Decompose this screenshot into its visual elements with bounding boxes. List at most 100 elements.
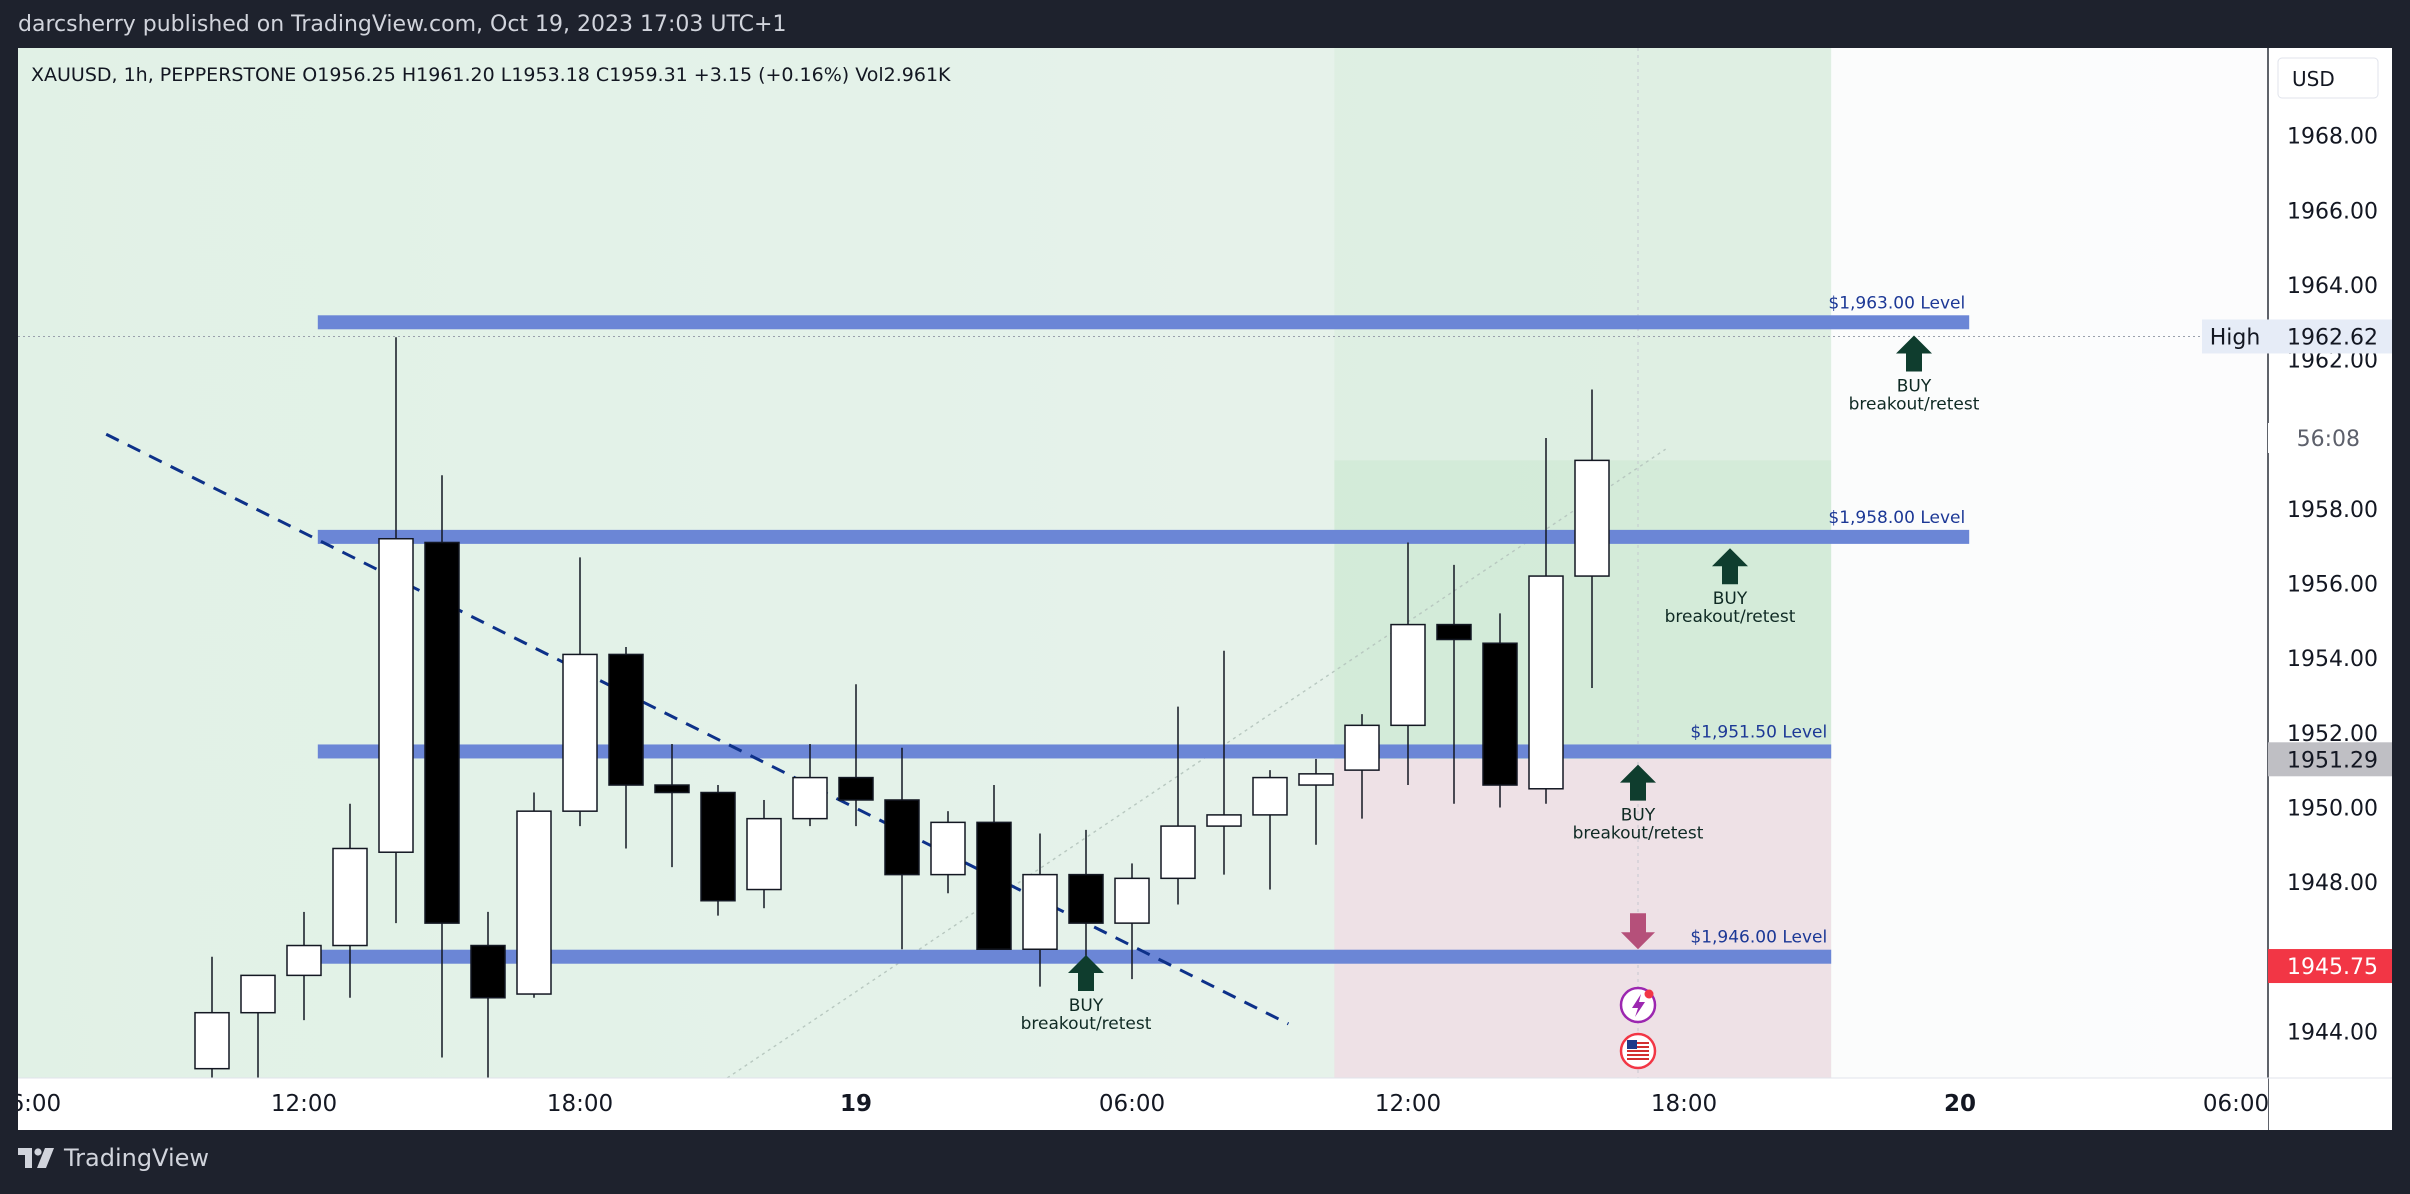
price-tick-label: 1958.00 [2287, 498, 2378, 523]
time-tick-label: 06:00 [1099, 1091, 1165, 1117]
candle-body [1482, 642, 1518, 786]
brand-name: TradingView [64, 1144, 210, 1172]
time-axis [18, 1078, 2268, 1130]
high-tag-label: High [2210, 325, 2261, 350]
candle-body [1436, 623, 1472, 641]
candle-body [976, 821, 1012, 951]
candle-body [516, 810, 552, 995]
candle-body [1298, 773, 1334, 786]
countdown-value: 56:08 [2297, 427, 2360, 452]
footer-bar: TradingView [0, 1130, 2410, 1194]
level-label: $1,958.00 Level [1828, 508, 1965, 528]
candle-body [1252, 776, 1288, 816]
candle-body [700, 791, 736, 902]
currency-label: USD [2292, 67, 2335, 91]
tradingview-logo-icon [18, 1148, 54, 1168]
buy-arrow-icon [1712, 548, 1748, 585]
candle-body [424, 541, 460, 924]
candle-body [1344, 724, 1380, 771]
publish-info: darcsherry published on TradingView.com,… [18, 12, 787, 37]
last-price-tag [2268, 949, 2392, 984]
time-tick-label: 20 [1944, 1091, 1976, 1117]
candle-body [470, 944, 506, 999]
publish-bar: darcsherry published on TradingView.com,… [0, 0, 2410, 48]
time-tick-label: 19 [840, 1091, 872, 1117]
level-line [317, 529, 1970, 544]
tradingview-brand[interactable]: TradingView [18, 1144, 209, 1172]
buy-label: BUY [1897, 376, 1932, 396]
level-line [317, 315, 1970, 330]
future-area [1831, 48, 2268, 1078]
price-tick-label: 1966.00 [2287, 199, 2378, 224]
candle-body [1022, 873, 1058, 950]
candle-body [1206, 814, 1242, 827]
countdown-tag [2268, 422, 2380, 453]
long-stop-zone [1334, 758, 1832, 1078]
current-price-tag [2268, 742, 2392, 777]
ohlc-legend: XAUUSD, 1h, PEPPERSTONE O1956.25 H1961.2… [31, 64, 951, 86]
last-price-value: 1945.75 [2287, 955, 2378, 980]
candle-body [792, 776, 828, 820]
time-tick-label: 06:00 [18, 1091, 61, 1117]
level-line [317, 744, 1832, 759]
price-tick-label: 1944.00 [2287, 1020, 2378, 1045]
currency-button [2277, 57, 2379, 99]
level-line [317, 949, 1832, 964]
high-tag [2202, 319, 2268, 354]
price-tick-label: 1964.00 [2287, 274, 2378, 299]
level-label: $1,963.00 Level [1828, 293, 1965, 313]
high-price-value: 1962.62 [2287, 325, 2378, 350]
time-tick-label: 12:00 [271, 1091, 337, 1117]
candle-body [884, 799, 920, 876]
candle-body [930, 821, 966, 876]
candle-body [608, 653, 644, 786]
time-tick-label: 18:00 [1651, 1091, 1717, 1117]
candle-body [286, 944, 322, 977]
price-chart[interactable]: $1,963.00 Level $1,958.00 Level $1,951.50 … [18, 48, 2392, 1130]
price-tick-label: 1948.00 [2287, 871, 2378, 896]
buy-arrow-icon [1896, 335, 1932, 372]
buy-label: BUY [1713, 589, 1748, 609]
price-tick-label: 1968.00 [2287, 125, 2378, 150]
level-label: $1,946.00 Level [1690, 928, 1827, 948]
buy-label: BUY [1069, 996, 1104, 1016]
candle-body [654, 784, 690, 794]
trend-line [105, 432, 1290, 1026]
buy-sublabel: breakout/retest [1021, 1014, 1152, 1034]
flag-stripe [1627, 1046, 1649, 1048]
flag-stripe [1627, 1054, 1649, 1056]
candle-body [1390, 623, 1426, 727]
time-tick-label: 06:00 [2203, 1091, 2269, 1117]
price-tick-label: 1956.00 [2287, 573, 2378, 598]
candle-body [240, 974, 276, 1014]
flag-stripe [1627, 1042, 1649, 1044]
current-price-value: 1951.29 [2287, 748, 2378, 773]
buy-arrow-icon [1068, 954, 1104, 991]
candle-body [1160, 825, 1196, 880]
sell-arrow-icon [1621, 913, 1655, 950]
flag-stripe [1627, 1050, 1649, 1052]
time-tick-label: 12:00 [1375, 1091, 1441, 1117]
buy-label: BUY [1621, 806, 1656, 826]
time-tick-label: 18:00 [547, 1091, 613, 1117]
candle-body [378, 537, 414, 853]
candle-body [746, 817, 782, 891]
high-price-tag [2268, 319, 2392, 354]
price-tick-label: 1954.00 [2287, 647, 2378, 672]
candle-body [1114, 877, 1150, 924]
level-label: $1,951.50 Level [1690, 722, 1827, 742]
buy-sublabel: breakout/retest [1573, 824, 1704, 844]
candle-body [332, 847, 368, 947]
flag-canton [1627, 1040, 1637, 1049]
candle-body [194, 1011, 230, 1070]
candle-body [1068, 873, 1104, 924]
candle-body [1574, 459, 1610, 577]
buy-sublabel: breakout/retest [1849, 394, 1980, 414]
candle-body [562, 653, 598, 812]
lightning-icon [1632, 994, 1645, 1017]
event-dot-icon [1644, 989, 1654, 999]
price-tick-label: 1950.00 [2287, 796, 2378, 821]
buy-arrow-icon [1620, 764, 1656, 801]
candle-body [1528, 575, 1564, 790]
flag-stripe [1627, 1058, 1649, 1060]
